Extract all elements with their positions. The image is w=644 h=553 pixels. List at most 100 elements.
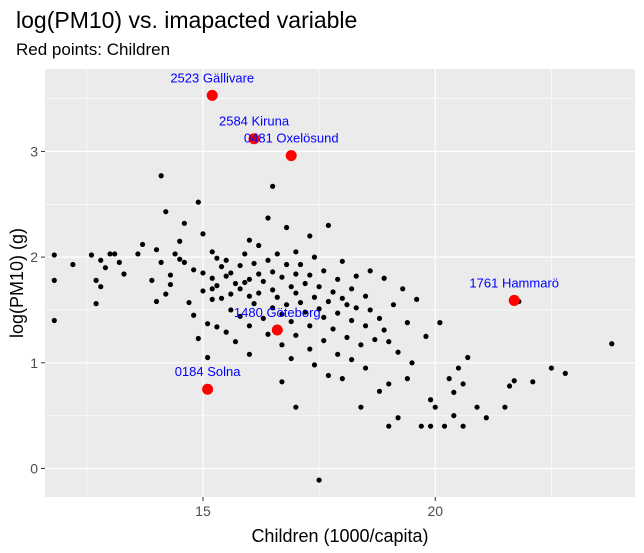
data-point: [177, 256, 183, 262]
data-point: [293, 332, 299, 338]
data-point: [279, 274, 285, 280]
data-point: [427, 397, 434, 403]
data-point: [93, 277, 99, 283]
x-tick-label: 15: [195, 503, 211, 519]
data-point: [200, 270, 206, 276]
data-point: [283, 261, 290, 268]
data-point: [107, 251, 113, 257]
data-point: [288, 284, 294, 290]
data-point: [232, 339, 239, 345]
data-point: [376, 315, 383, 322]
data-point: [404, 376, 410, 382]
data-point: [344, 334, 350, 341]
data-point: [186, 299, 192, 306]
data-point: [158, 173, 164, 179]
data-point: [70, 261, 76, 268]
data-point: [437, 320, 443, 326]
data-point: [400, 286, 406, 292]
data-point: [223, 329, 229, 335]
data-point: [506, 383, 513, 389]
data-point: [316, 284, 322, 290]
data-point: [325, 298, 331, 305]
data-point: [362, 293, 369, 299]
data-point: [321, 268, 327, 274]
data-point: [311, 294, 318, 300]
data-point: [246, 351, 253, 357]
data-point: [358, 342, 364, 348]
data-point: [51, 317, 57, 324]
chart-subtitle: Red points: Children: [16, 40, 170, 59]
data-point: [446, 376, 452, 382]
data-point: [121, 271, 127, 277]
data-point: [293, 290, 299, 296]
data-point: [112, 251, 118, 257]
data-point: [427, 423, 434, 429]
data-point: [386, 381, 392, 387]
data-point: [307, 346, 313, 352]
data-point: [372, 336, 378, 343]
data-point: [302, 280, 308, 287]
point-labels: 2523 Gällivare 2584 Kiruna 0481 Oxelösund 1…: [170, 70, 559, 379]
data-point: [270, 269, 276, 275]
data-point: [149, 277, 155, 283]
data-point: [451, 413, 457, 419]
highlighted-point: [285, 150, 297, 162]
data-point: [139, 241, 146, 248]
y-tick-label: 2: [30, 249, 38, 265]
data-point: [386, 423, 392, 429]
data-point: [270, 287, 276, 293]
data-point: [339, 376, 345, 382]
data-point: [358, 404, 364, 410]
data-point: [98, 284, 104, 290]
data-point: [237, 286, 243, 292]
point-label: 0481 Oxelösund: [244, 131, 339, 146]
data-point: [367, 268, 373, 274]
data-point: [279, 342, 285, 348]
highlighted-point: [271, 324, 283, 336]
data-point: [209, 249, 215, 255]
data-point: [274, 251, 280, 257]
highlighted-point: [248, 133, 260, 145]
data-point: [307, 233, 313, 239]
data-point: [511, 378, 517, 384]
data-point: [270, 305, 276, 311]
data-point: [349, 317, 355, 324]
data-point: [265, 257, 271, 263]
data-point: [200, 288, 206, 294]
plot-panel: [45, 69, 635, 497]
data-point: [288, 318, 294, 325]
data-point: [167, 272, 174, 278]
data-point: [432, 404, 438, 410]
data-point: [279, 311, 285, 317]
data-point: [349, 286, 355, 292]
data-point: [548, 365, 554, 371]
data-point: [242, 279, 248, 286]
highlighted-point: [206, 89, 218, 101]
y-axis-title: log(PM10) (g): [7, 228, 27, 338]
data-point: [153, 247, 160, 253]
data-point: [311, 362, 318, 368]
data-point: [256, 271, 262, 277]
data-point: [376, 388, 383, 394]
data-point: [246, 323, 253, 329]
data-point: [232, 280, 239, 287]
data-point: [195, 199, 201, 205]
data-point: [395, 349, 401, 355]
chart-title: log(PM10) vs. imapacted variable: [16, 7, 357, 33]
data-point: [321, 314, 327, 320]
y-tick-label: 1: [30, 355, 38, 371]
data-point: [256, 290, 262, 296]
data-point: [218, 264, 225, 270]
data-point: [441, 423, 448, 429]
data-point: [409, 360, 415, 366]
data-point: [335, 351, 341, 357]
data-point: [153, 298, 160, 305]
data-point: [609, 341, 615, 347]
data-point: [256, 242, 262, 249]
data-point: [344, 302, 350, 308]
data-point: [502, 404, 508, 410]
data-point: [237, 313, 243, 319]
data-point: [307, 323, 313, 329]
data-point: [335, 276, 341, 282]
point-label: 2523 Gällivare: [170, 70, 254, 85]
